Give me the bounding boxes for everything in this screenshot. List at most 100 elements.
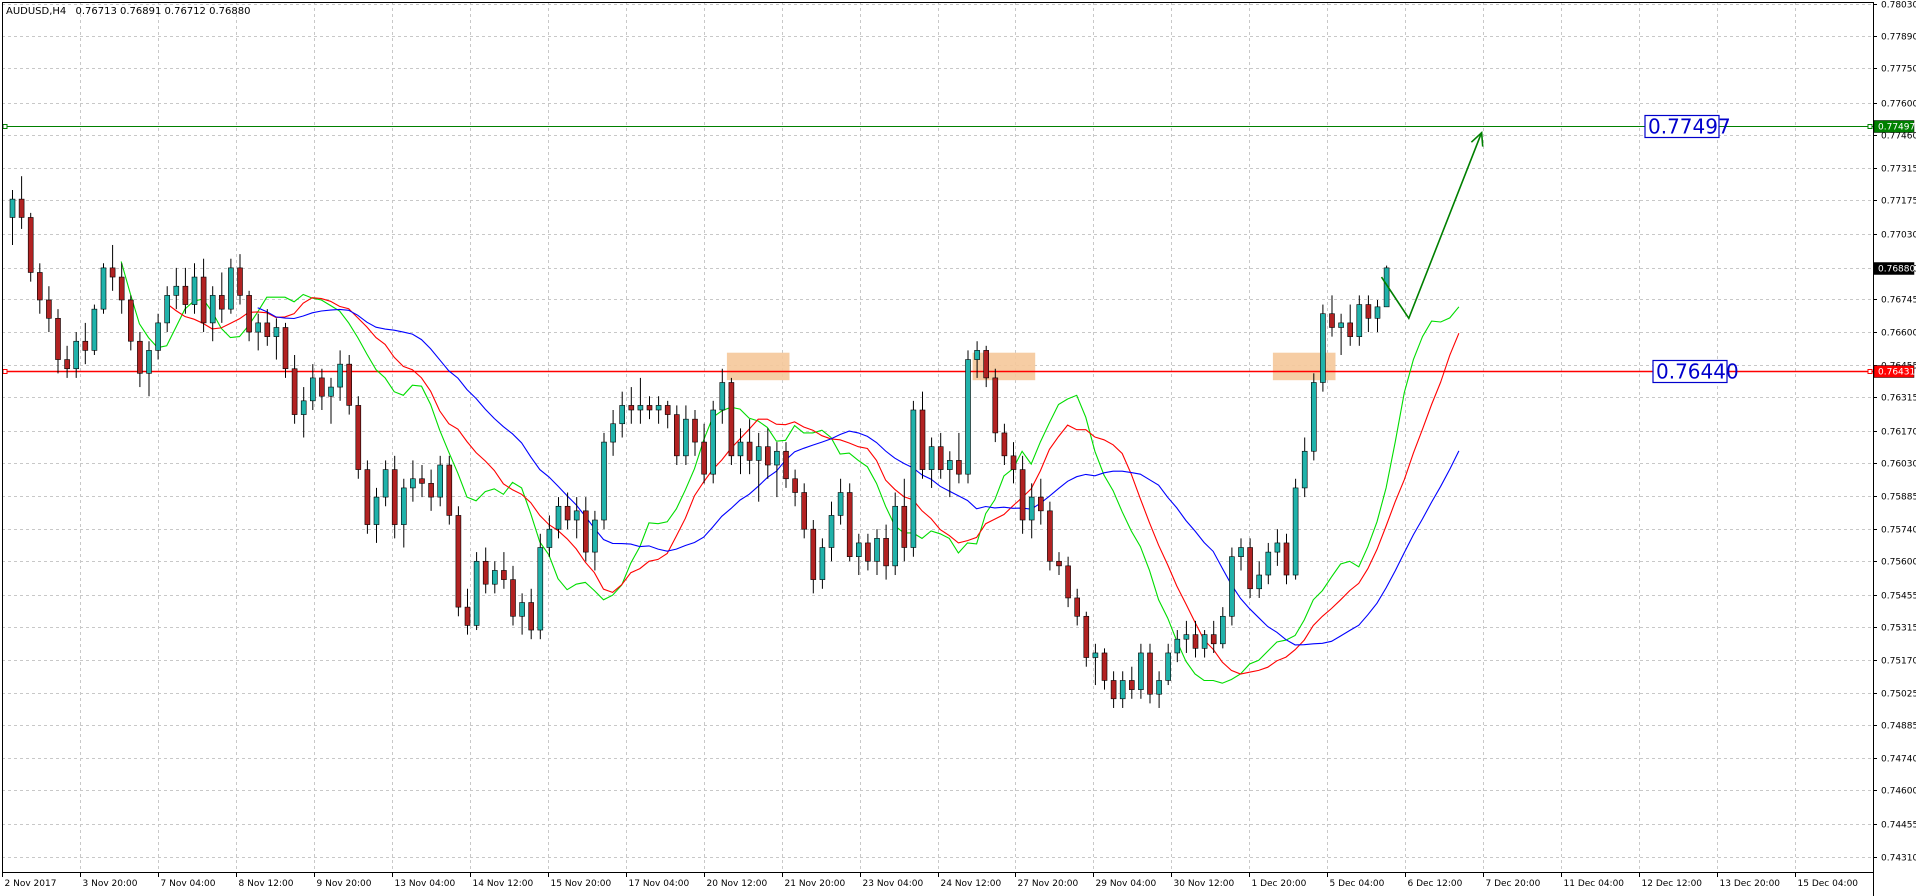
candle <box>519 593 525 635</box>
candle <box>992 368 999 443</box>
candle-body-bear <box>746 441 753 461</box>
candle-body-bull <box>946 460 953 470</box>
candle <box>1010 442 1017 484</box>
candle-body-bear <box>701 441 707 475</box>
price-tick-label: 0.77890 <box>1881 33 1916 43</box>
candle-body-bull <box>1301 450 1308 489</box>
candle <box>956 432 962 484</box>
candle-body-bull <box>9 198 16 218</box>
candle <box>619 391 626 438</box>
candle <box>719 368 726 424</box>
candle <box>546 515 553 557</box>
candle <box>46 286 52 333</box>
candle <box>1311 373 1317 461</box>
candle <box>764 428 771 479</box>
price-tick-label: 0.74310 <box>1881 854 1916 864</box>
candle <box>1210 620 1217 653</box>
candle-body-bear <box>883 538 889 567</box>
candle-body-bear <box>464 606 471 626</box>
candle <box>1365 295 1372 333</box>
candle <box>109 244 116 291</box>
candle <box>1320 304 1326 392</box>
candle-body-bull <box>146 350 152 374</box>
candle-body-bull <box>1138 652 1144 690</box>
candle <box>164 286 170 333</box>
price-tick-label: 0.75315 <box>1881 624 1916 634</box>
candle-body-bear <box>1247 547 1253 590</box>
candle <box>664 400 671 429</box>
hline-handle-left[interactable] <box>2 124 8 129</box>
price-tick-label: 0.77030 <box>1881 231 1916 241</box>
candle-body-bull <box>710 409 717 475</box>
candle-body-bear <box>1192 634 1199 649</box>
candle-body-bear <box>801 492 808 530</box>
candle-body-bear <box>792 478 798 493</box>
candle <box>983 345 990 388</box>
candle-body-bull <box>1183 634 1190 640</box>
candle <box>865 533 871 571</box>
candle-body-bull <box>546 528 553 548</box>
time-tick-label: 12 Dec 12:00 <box>1642 879 1703 889</box>
price-tick-label: 0.77750 <box>1881 65 1916 75</box>
candle-body-bull <box>819 547 826 580</box>
candle <box>783 442 789 488</box>
candle-body-bear <box>36 272 43 301</box>
hline-handle-left[interactable] <box>2 369 8 374</box>
candle-body-bear <box>1038 496 1044 512</box>
candle <box>737 428 744 475</box>
candle <box>855 533 862 576</box>
candle <box>36 263 43 314</box>
candle-body-bull <box>774 450 780 466</box>
candle-body-bull <box>228 267 234 310</box>
time-tick-label: 30 Nov 12:00 <box>1174 879 1235 889</box>
horizontal-lines[interactable] <box>2 124 1873 374</box>
candle <box>828 501 835 562</box>
candle-body-bear <box>1101 652 1108 681</box>
candle <box>1138 643 1144 699</box>
candle <box>819 538 826 589</box>
candle-body-bull <box>1238 547 1244 557</box>
candle-body-bear <box>237 267 243 296</box>
candle <box>82 322 89 365</box>
candle-body-bull <box>410 478 416 489</box>
candle <box>637 377 644 424</box>
candle-body-bull <box>382 469 389 498</box>
candle-body-bear <box>1074 597 1080 617</box>
candle <box>400 478 407 548</box>
candle-body-bull <box>1119 680 1126 700</box>
candle <box>1192 620 1199 658</box>
candle-body-bull <box>874 538 880 562</box>
candle-body-bull <box>91 308 98 351</box>
candle <box>219 272 225 323</box>
candle-body-bull <box>828 515 835 548</box>
candle <box>255 313 261 351</box>
candle <box>965 350 971 484</box>
projection-arrowhead <box>1470 130 1484 147</box>
price-tick-label: 0.77315 <box>1881 165 1916 175</box>
candle <box>355 396 362 479</box>
candle-body-bear <box>919 409 926 470</box>
candle <box>582 497 589 562</box>
candle <box>100 263 107 314</box>
price-tick-label: 0.74455 <box>1881 821 1916 831</box>
price-tick-label: 0.75025 <box>1881 690 1916 700</box>
candle-body-bear <box>291 368 298 415</box>
time-tick-label: 24 Nov 12:00 <box>941 879 1002 889</box>
candle <box>1247 538 1253 598</box>
candle <box>728 377 735 466</box>
candle-body-bull <box>910 409 917 548</box>
candle-body-bear <box>355 405 362 470</box>
candle <box>237 254 243 305</box>
candle-body-bull <box>1256 574 1262 590</box>
candle-body-bull <box>1320 313 1326 383</box>
price-tick-label: 0.78030 <box>1881 1 1916 11</box>
candle-body-bear <box>1056 560 1062 567</box>
hline-handle-right[interactable] <box>1867 124 1873 129</box>
candle <box>482 547 489 594</box>
price-tick-label: 0.76600 <box>1881 329 1916 339</box>
candle <box>27 212 34 282</box>
hline-handle-right[interactable] <box>1867 369 1873 374</box>
candle <box>1374 299 1381 333</box>
candle-body-bear <box>419 478 425 484</box>
